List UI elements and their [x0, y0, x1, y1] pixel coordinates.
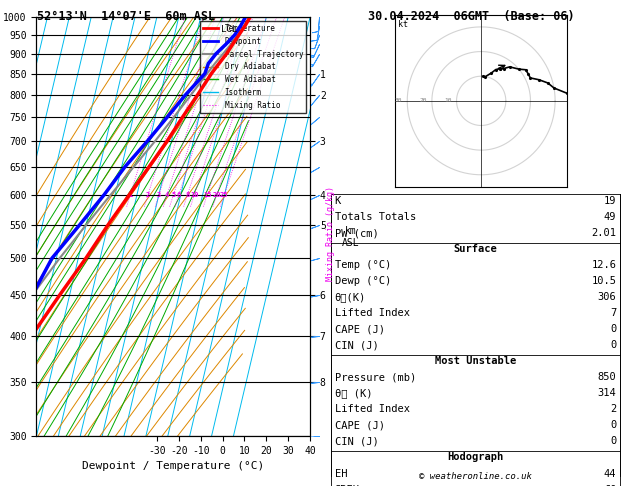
Text: 60: 60: [604, 485, 616, 486]
Text: 15: 15: [203, 192, 211, 198]
Text: Surface: Surface: [454, 244, 498, 254]
Text: Totals Totals: Totals Totals: [335, 212, 416, 223]
Text: 0: 0: [610, 340, 616, 350]
Text: Dewp (°C): Dewp (°C): [335, 276, 391, 286]
Text: PW (cm): PW (cm): [335, 228, 379, 239]
Text: kt: kt: [398, 20, 408, 29]
Text: 6: 6: [177, 192, 181, 198]
Text: 850: 850: [598, 372, 616, 382]
Text: 0: 0: [610, 436, 616, 447]
Text: 30.04.2024  06GMT  (Base: 06): 30.04.2024 06GMT (Base: 06): [369, 10, 575, 23]
Text: 5: 5: [171, 192, 175, 198]
Text: 19: 19: [604, 196, 616, 207]
Text: 10.5: 10.5: [591, 276, 616, 286]
Text: 8: 8: [186, 192, 189, 198]
Text: CIN (J): CIN (J): [335, 340, 379, 350]
Text: θᴇ (K): θᴇ (K): [335, 388, 372, 399]
Y-axis label: km
ASL: km ASL: [342, 226, 360, 248]
Text: 2: 2: [146, 192, 150, 198]
Text: 10: 10: [444, 98, 452, 104]
Text: 4: 4: [165, 192, 169, 198]
Text: 306: 306: [598, 292, 616, 302]
Text: 49: 49: [604, 212, 616, 223]
Text: 10: 10: [190, 192, 199, 198]
Text: 0: 0: [610, 324, 616, 334]
Text: 44: 44: [604, 469, 616, 479]
Text: 7: 7: [610, 308, 616, 318]
Text: 25: 25: [220, 192, 228, 198]
Text: θᴇ(K): θᴇ(K): [335, 292, 366, 302]
Text: CAPE (J): CAPE (J): [335, 420, 384, 431]
Text: 2.01: 2.01: [591, 228, 616, 239]
Text: Hodograph: Hodograph: [447, 452, 504, 463]
Text: 20: 20: [213, 192, 221, 198]
Text: Temp (°C): Temp (°C): [335, 260, 391, 270]
Text: EH: EH: [335, 469, 347, 479]
Text: 20: 20: [420, 98, 427, 104]
Text: 52°13'N  14°07'E  60m ASL: 52°13'N 14°07'E 60m ASL: [36, 10, 215, 23]
Text: Lifted Index: Lifted Index: [335, 308, 409, 318]
Text: 1: 1: [128, 192, 133, 198]
Text: SREH: SREH: [335, 485, 360, 486]
Text: Mixing Ratio (g/kg): Mixing Ratio (g/kg): [326, 186, 335, 281]
Text: 2: 2: [610, 404, 616, 415]
Text: K: K: [335, 196, 341, 207]
Text: Lifted Index: Lifted Index: [335, 404, 409, 415]
Legend: Temperature, Dewpoint, Parcel Trajectory, Dry Adiabat, Wet Adiabat, Isotherm, Mi: Temperature, Dewpoint, Parcel Trajectory…: [200, 21, 306, 113]
Text: 314: 314: [598, 388, 616, 399]
Text: Pressure (mb): Pressure (mb): [335, 372, 416, 382]
Text: 3: 3: [157, 192, 161, 198]
Text: LCL: LCL: [221, 25, 237, 34]
Text: 0: 0: [610, 420, 616, 431]
Text: CAPE (J): CAPE (J): [335, 324, 384, 334]
Text: Most Unstable: Most Unstable: [435, 356, 516, 366]
Text: 12.6: 12.6: [591, 260, 616, 270]
Text: 30: 30: [395, 98, 403, 104]
X-axis label: Dewpoint / Temperature (°C): Dewpoint / Temperature (°C): [82, 461, 264, 471]
Text: CIN (J): CIN (J): [335, 436, 379, 447]
Text: © weatheronline.co.uk: © weatheronline.co.uk: [419, 472, 532, 481]
